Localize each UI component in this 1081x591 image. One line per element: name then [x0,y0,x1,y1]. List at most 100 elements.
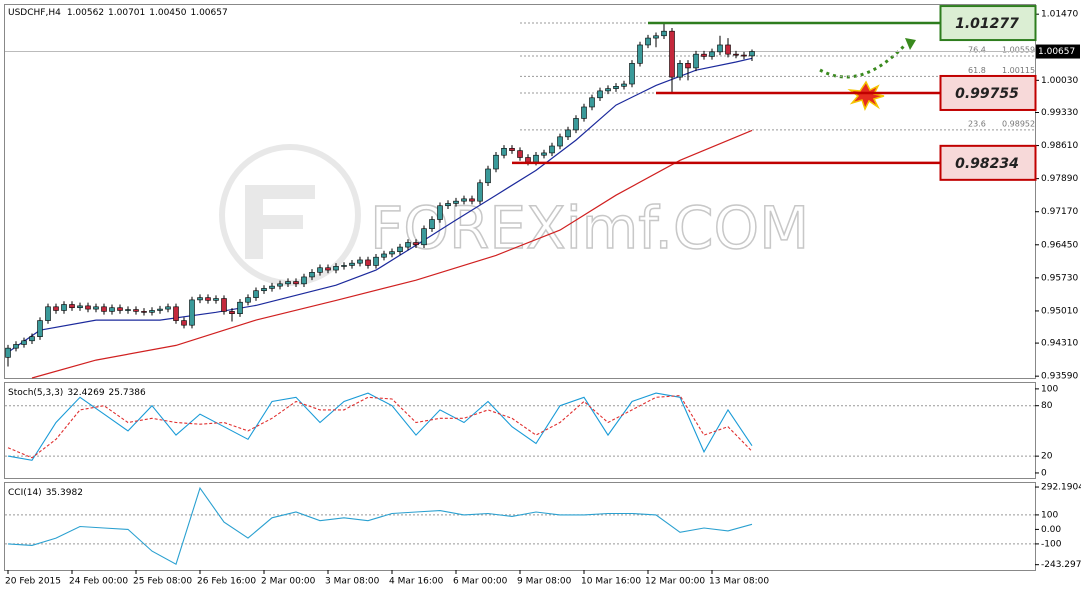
candle-body [549,145,555,154]
candle-body [573,118,579,131]
candle-body [197,297,203,301]
y-tick-label: 292.1904 [1041,483,1081,493]
candle-body [509,148,515,151]
candle-body [13,344,19,349]
candle-body [93,306,99,310]
readout: 25.7386 [109,388,146,398]
candle-body [253,290,259,298]
level-box [939,74,1037,111]
x-tick-label: 10 Mar 16:00 [581,577,641,587]
stoch-panel [4,382,1036,479]
chart-header: USDCHF,H4 1.00562 1.00701 1.00450 1.00657 [8,8,228,18]
candle-body [293,281,299,285]
x-tick-label: 6 Mar 00:00 [453,577,508,587]
candle-body [413,242,419,246]
candle-body [165,306,171,310]
candle-body [237,301,243,314]
candle-body [141,311,147,313]
level-box [939,144,1037,181]
x-tick-label: 26 Feb 16:00 [197,577,256,587]
y-tick-label: 0.97890 [1041,174,1078,184]
candle-body [269,285,275,289]
y-tick-label: 0.96450 [1041,240,1078,250]
candle-body [605,88,611,92]
candle-body [477,182,483,202]
level-label: 1.01277 [955,16,1019,32]
candle-body [733,53,739,56]
candle-body [245,297,251,303]
candle-body [261,288,267,292]
candle-body [189,299,195,326]
candle-body [693,53,699,69]
level-label: 0.99755 [955,86,1019,102]
candle-body [685,63,691,69]
indicator-line [7,395,753,459]
y-tick-label: 0.97170 [1041,207,1078,217]
candle-body [565,129,571,138]
fib-level: 61.8 [968,66,986,75]
candle-body [613,86,619,89]
candle-body [357,259,363,264]
close-readout: 1.00657 [190,8,227,18]
annotation-arrow [819,43,907,79]
candle-body [341,265,347,267]
candle-body [629,63,635,85]
fib-level: 76.4 [968,46,986,55]
candle-body [101,306,107,312]
moving-average [31,129,753,379]
y-tick-label: 0.99330 [1041,108,1078,118]
candle-body [725,44,731,55]
readout: 32.4269 [67,388,104,398]
candle-body [405,242,411,248]
candle-body [741,54,747,57]
candle-body [61,304,67,311]
y-tick-label: 0.93590 [1041,372,1078,382]
arrow-head [905,38,916,50]
indicator-label: CCI(14) [8,488,42,498]
y-tick-label: -243.297 [1041,560,1081,570]
x-tick-label: 9 Mar 08:00 [517,577,572,587]
candle-body [365,259,371,266]
candle-body [485,168,491,184]
candle-body [333,266,339,271]
candle-body [709,51,715,57]
candle-body [717,44,723,53]
watermark: FOREXimf.COM [370,194,809,262]
candle-body [109,307,115,312]
candle-body [653,35,659,39]
indicator-line [7,486,753,566]
y-tick-label: 0.98610 [1041,141,1078,151]
y-tick-label: 80 [1041,401,1053,411]
candle-body [501,148,507,156]
candle-body [21,340,27,345]
candle-body [325,267,331,271]
candle-body [677,63,683,78]
indicator-label: Stoch(5,3,3) [8,388,63,398]
price-badge-label: 1.00657 [1038,47,1075,57]
candle-body [117,307,123,311]
candle-body [701,53,707,57]
fib-level: 23.6 [968,119,986,128]
level-label: 0.98234 [955,156,1019,172]
candle-body [205,297,211,301]
x-tick-label: 12 Mar 00:00 [645,577,705,587]
candle-body [453,200,459,204]
candle-body [213,298,219,301]
candle-body [85,305,91,310]
x-tick-label: 2 Mar 00:00 [261,577,316,587]
candle-body [301,276,307,285]
candle-body [749,51,755,57]
high-readout: 1.00701 [108,8,145,18]
fib-price: 0.98952 [1002,119,1035,128]
y-tick-label: 100 [1041,510,1058,520]
y-tick-label: 1.01470 [1041,10,1078,20]
candle-body [429,219,435,230]
candle-body [669,30,675,78]
candle-body [541,152,547,156]
x-tick-label: 20 Feb 2015 [5,577,61,587]
candle-body [533,154,539,163]
low-readout: 1.00450 [149,8,186,18]
candle-body [45,306,51,321]
